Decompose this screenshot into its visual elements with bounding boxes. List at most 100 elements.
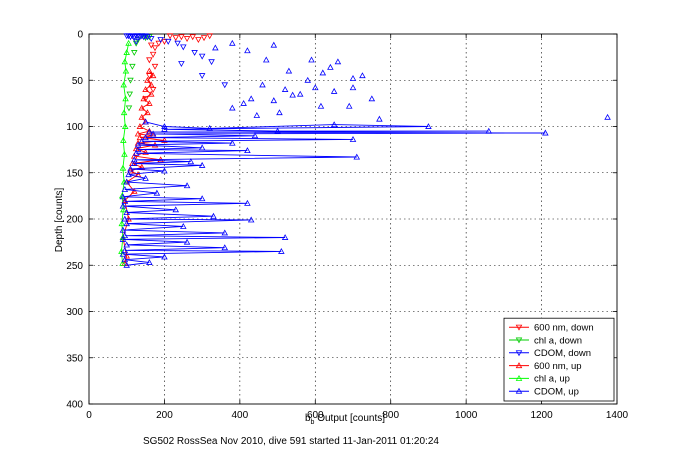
legend-label: CDOM, down <box>534 348 591 359</box>
data-point <box>142 86 149 92</box>
data-point <box>178 34 185 41</box>
x-tick-labels: 0 200 400 600 800 1000 1200 1400 <box>86 410 628 421</box>
data-point <box>123 49 130 55</box>
legend-marker <box>515 337 523 344</box>
legend-item: CDOM, up <box>509 387 579 398</box>
data-point <box>130 160 138 166</box>
data-point <box>198 73 206 80</box>
data-point <box>120 136 127 143</box>
data-point <box>178 61 185 68</box>
data-point <box>134 33 142 40</box>
legend-marker <box>515 324 523 331</box>
data-point <box>198 144 206 151</box>
x-tick-label: 800 <box>382 410 399 421</box>
x-tick-label: 200 <box>156 410 173 421</box>
data-point <box>270 97 278 104</box>
data-point <box>149 130 157 137</box>
data-point <box>130 50 138 56</box>
legend-marker <box>515 374 523 381</box>
legend-item: 600 nm, up <box>509 361 582 372</box>
data-point <box>304 76 312 83</box>
legend-box <box>503 317 615 402</box>
data-point <box>142 134 149 141</box>
x-tick-label: 400 <box>232 410 249 421</box>
y-tick-label: 200 <box>66 215 83 226</box>
data-point <box>191 50 198 56</box>
data-point <box>146 127 153 134</box>
data-point <box>121 247 129 253</box>
data-point <box>161 123 168 129</box>
data-point <box>122 95 129 102</box>
data-point <box>278 247 285 254</box>
x-tick-label: 1000 <box>455 410 478 421</box>
legend-label: CDOM, up <box>534 387 579 398</box>
data-point <box>198 53 206 60</box>
data-point <box>345 102 353 109</box>
data-point <box>146 67 153 74</box>
data-point <box>312 84 319 91</box>
data-point <box>119 202 127 209</box>
data-point <box>240 99 247 106</box>
data-point <box>121 198 129 204</box>
data-point <box>129 33 136 40</box>
data-point <box>281 234 289 240</box>
data-point <box>161 136 168 143</box>
y-tick-label: 150 <box>66 168 83 179</box>
y-tick-label: 50 <box>72 76 84 87</box>
data-point <box>125 39 132 46</box>
data-point <box>121 232 129 239</box>
data-point <box>127 165 134 172</box>
data-point <box>244 47 251 54</box>
data-point <box>285 67 293 74</box>
data-point <box>251 132 259 139</box>
data-point <box>147 81 155 88</box>
data-point <box>229 139 236 146</box>
x-tick-label: 0 <box>86 410 92 421</box>
chart-caption: SG502 RossSea Nov 2010, dive 591 started… <box>143 436 439 447</box>
data-point <box>308 56 315 63</box>
data-point <box>187 158 195 165</box>
data-point <box>127 77 134 84</box>
data-point <box>121 123 129 129</box>
data-point <box>317 102 325 109</box>
data-point <box>123 220 130 227</box>
x-tick-label: 600 <box>307 410 324 421</box>
data-point <box>330 121 338 128</box>
data-point <box>161 38 168 45</box>
data-point <box>281 86 289 92</box>
data-point <box>121 150 128 157</box>
legend-label: 600 nm, down <box>534 323 594 334</box>
data-point <box>127 167 134 174</box>
data-point <box>130 152 138 159</box>
data-point <box>247 216 255 223</box>
data-point <box>140 95 147 102</box>
series-line-cdom-up <box>122 121 546 266</box>
data-point <box>349 74 357 81</box>
data-point <box>146 73 153 80</box>
data-point <box>146 99 153 106</box>
x-axis-label: bb Output [counts] <box>305 413 385 426</box>
data-point <box>247 95 255 102</box>
y-tick-labels: 0 50 100 150 200 250 300 350 400 <box>66 30 83 411</box>
data-point <box>130 156 138 163</box>
data-point <box>121 197 129 203</box>
data-point <box>319 69 327 76</box>
data-point <box>208 59 215 66</box>
data-point <box>149 87 157 93</box>
legend-label: 600 nm, up <box>534 361 582 372</box>
data-point <box>180 44 187 51</box>
legend-marker <box>515 387 523 394</box>
y-tick-label: 350 <box>66 353 83 364</box>
data-point <box>276 109 283 116</box>
x-axis-label-rest: Output [counts] <box>314 413 385 424</box>
data-point <box>334 58 342 65</box>
data-point <box>136 134 144 141</box>
data-point <box>146 128 153 135</box>
data-point <box>244 199 251 206</box>
data-point <box>120 206 127 213</box>
series-line-600-nm-up <box>122 70 165 264</box>
data-point <box>147 42 155 49</box>
data-point <box>120 81 127 88</box>
data-point <box>542 129 549 136</box>
